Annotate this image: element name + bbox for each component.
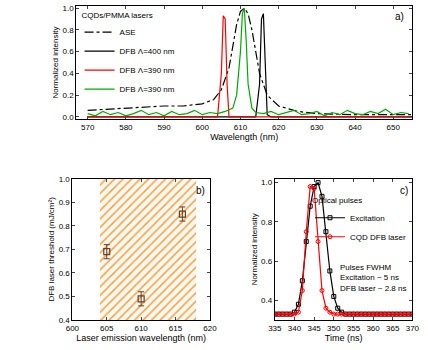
svg-text:570: 570 [81,123,95,132]
svg-text:1.0: 1.0 [59,175,71,184]
svg-text:1.0: 1.0 [261,178,273,187]
svg-text:0.2: 0.2 [62,91,74,100]
svg-text:0.7: 0.7 [59,245,71,254]
svg-text:0.8: 0.8 [261,218,273,227]
svg-text:c): c) [400,185,408,196]
svg-text:0.8: 0.8 [59,222,71,231]
svg-text:580: 580 [119,123,133,132]
svg-text:360: 360 [366,324,380,333]
svg-text:0.8: 0.8 [62,26,74,35]
svg-text:b): b) [196,185,205,196]
svg-text:1.0: 1.0 [62,4,74,13]
svg-text:615: 615 [169,324,183,333]
svg-text:0.6: 0.6 [261,257,273,266]
svg-text:590: 590 [157,123,171,132]
svg-text:0.4: 0.4 [62,69,74,78]
svg-text:0.0: 0.0 [62,113,74,122]
svg-text:a): a) [395,11,404,22]
svg-text:610: 610 [134,324,148,333]
svg-text:Excitation: Excitation [350,214,385,223]
svg-text:ASE: ASE [120,28,136,37]
svg-text:350: 350 [327,324,341,333]
svg-text:DFB Λ=390 nm: DFB Λ=390 nm [120,66,175,75]
svg-text:0.4: 0.4 [261,296,273,305]
svg-text:345: 345 [307,324,321,333]
svg-text:335: 335 [268,324,282,333]
svg-text:620: 620 [272,123,286,132]
svg-text:600: 600 [66,324,80,333]
svg-text:650: 650 [387,123,401,132]
svg-text:370: 370 [406,324,420,333]
svg-text:600: 600 [196,123,210,132]
svg-text:CQD DFB laser: CQD DFB laser [350,233,406,242]
svg-text:Time (ns): Time (ns) [325,333,363,343]
svg-text:0.4: 0.4 [59,316,71,325]
svg-text:Laser emission wavelength (nm): Laser emission wavelength (nm) [76,333,206,343]
svg-text:Normalized intensity: Normalized intensity [250,213,259,285]
svg-text:Wavelength (nm): Wavelength (nm) [210,132,278,142]
svg-text:610: 610 [234,123,248,132]
svg-text:365: 365 [386,324,400,333]
svg-text:605: 605 [100,324,114,333]
svg-text:Optical pulses: Optical pulses [312,196,362,205]
svg-text:Normalized intensity: Normalized intensity [51,27,60,99]
svg-text:DFB laser threshold (mJ/cm²): DFB laser threshold (mJ/cm²) [47,197,56,302]
svg-text:DFB Λ=400 nm: DFB Λ=400 nm [120,47,175,56]
svg-text:0.5: 0.5 [59,292,71,301]
svg-text:355: 355 [347,324,361,333]
svg-text:Pulses FWHMExcitation ~ 5 nsDF: Pulses FWHMExcitation ~ 5 nsDFB laser ~ … [340,263,406,293]
svg-text:630: 630 [310,123,324,132]
svg-text:CQDs/PMMA lasers: CQDs/PMMA lasers [82,11,153,20]
svg-text:640: 640 [348,123,362,132]
svg-text:0.6: 0.6 [62,47,74,56]
svg-text:0.6: 0.6 [59,269,71,278]
svg-text:620: 620 [203,324,217,333]
svg-text:DFB Λ=390 nm: DFB Λ=390 nm [120,85,175,94]
svg-text:0.9: 0.9 [59,198,71,207]
svg-text:340: 340 [288,324,302,333]
